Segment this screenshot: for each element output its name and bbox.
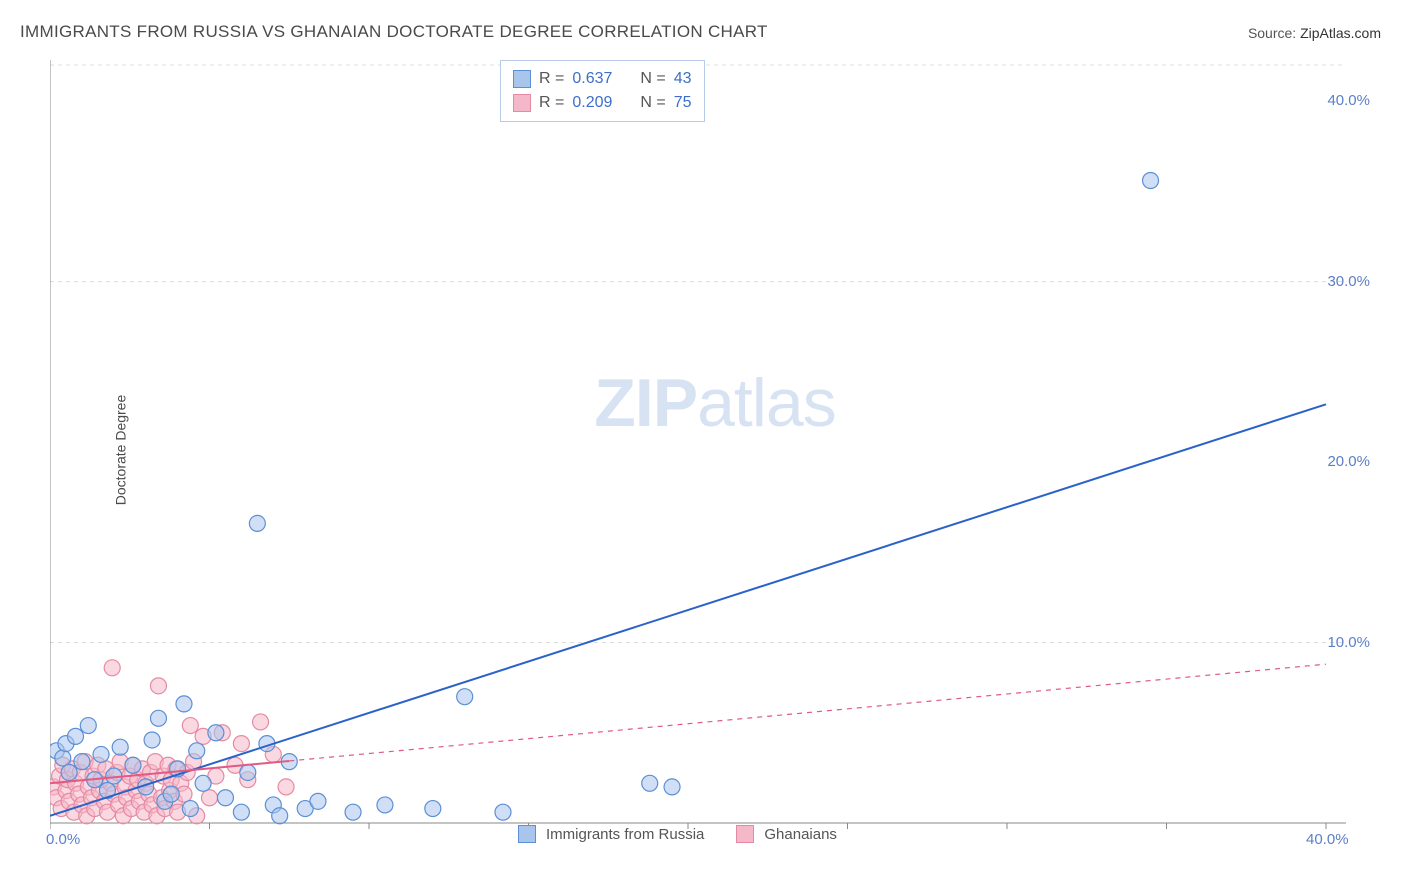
legend-r-value: 0.209 <box>572 94 612 112</box>
series-legend: Immigrants from Russia Ghanaians <box>518 825 859 843</box>
source-label: Source: <box>1248 25 1296 41</box>
y-tick-label: 20.0% <box>1327 453 1370 470</box>
legend-row: R = 0.637 N = 43 <box>513 67 692 91</box>
legend-n-label: N = <box>640 94 665 112</box>
legend-n-value: 43 <box>674 70 692 88</box>
legend-series-label: Immigrants from Russia <box>546 826 704 843</box>
legend-swatch <box>736 825 754 843</box>
legend-r-value: 0.637 <box>572 70 612 88</box>
correlation-legend: R = 0.637 N = 43 R = 0.209 N = 75 <box>500 60 705 122</box>
x-tick-label: 0.0% <box>46 831 80 848</box>
chart-title: IMMIGRANTS FROM RUSSIA VS GHANAIAN DOCTO… <box>20 22 768 42</box>
y-tick-label: 40.0% <box>1327 92 1370 109</box>
source-value: ZipAtlas.com <box>1300 25 1381 41</box>
legend-row: R = 0.209 N = 75 <box>513 91 692 115</box>
legend-series-label: Ghanaians <box>764 826 837 843</box>
legend-swatch <box>513 70 531 88</box>
legend-n-label: N = <box>640 70 665 88</box>
source-credit: Source: ZipAtlas.com <box>1248 25 1381 41</box>
legend-r-label: R = <box>539 94 564 112</box>
legend-n-value: 75 <box>674 94 692 112</box>
y-tick-label: 30.0% <box>1327 273 1370 290</box>
chart-plot-area: Doctorate Degree ZIPatlas R =0.637N =43R… <box>50 55 1380 845</box>
legend-swatch <box>513 94 531 112</box>
x-tick-label: 40.0% <box>1306 831 1349 848</box>
legend-swatch <box>518 825 536 843</box>
legend-r-label: R = <box>539 70 564 88</box>
chart-svg <box>50 55 1380 845</box>
y-tick-label: 10.0% <box>1327 634 1370 651</box>
